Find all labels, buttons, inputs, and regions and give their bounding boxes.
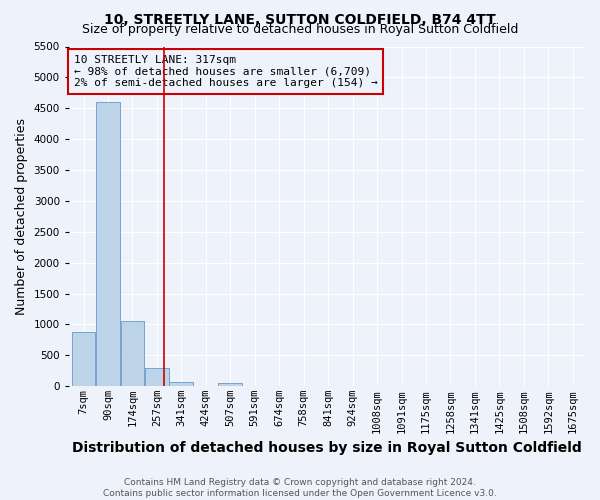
Y-axis label: Number of detached properties: Number of detached properties — [15, 118, 28, 315]
Text: Size of property relative to detached houses in Royal Sutton Coldfield: Size of property relative to detached ho… — [82, 22, 518, 36]
Bar — [96, 102, 120, 386]
Bar — [121, 320, 145, 386]
Bar — [218, 383, 242, 386]
Bar — [145, 368, 169, 386]
Text: 10 STREETLY LANE: 317sqm
← 98% of detached houses are smaller (6,709)
2% of semi: 10 STREETLY LANE: 317sqm ← 98% of detach… — [74, 55, 378, 88]
X-axis label: Distribution of detached houses by size in Royal Sutton Coldfield: Distribution of detached houses by size … — [72, 441, 582, 455]
Text: 10, STREETLY LANE, SUTTON COLDFIELD, B74 4TT: 10, STREETLY LANE, SUTTON COLDFIELD, B74… — [104, 12, 496, 26]
Bar — [71, 332, 95, 386]
Bar — [169, 382, 193, 386]
Text: Contains HM Land Registry data © Crown copyright and database right 2024.
Contai: Contains HM Land Registry data © Crown c… — [103, 478, 497, 498]
